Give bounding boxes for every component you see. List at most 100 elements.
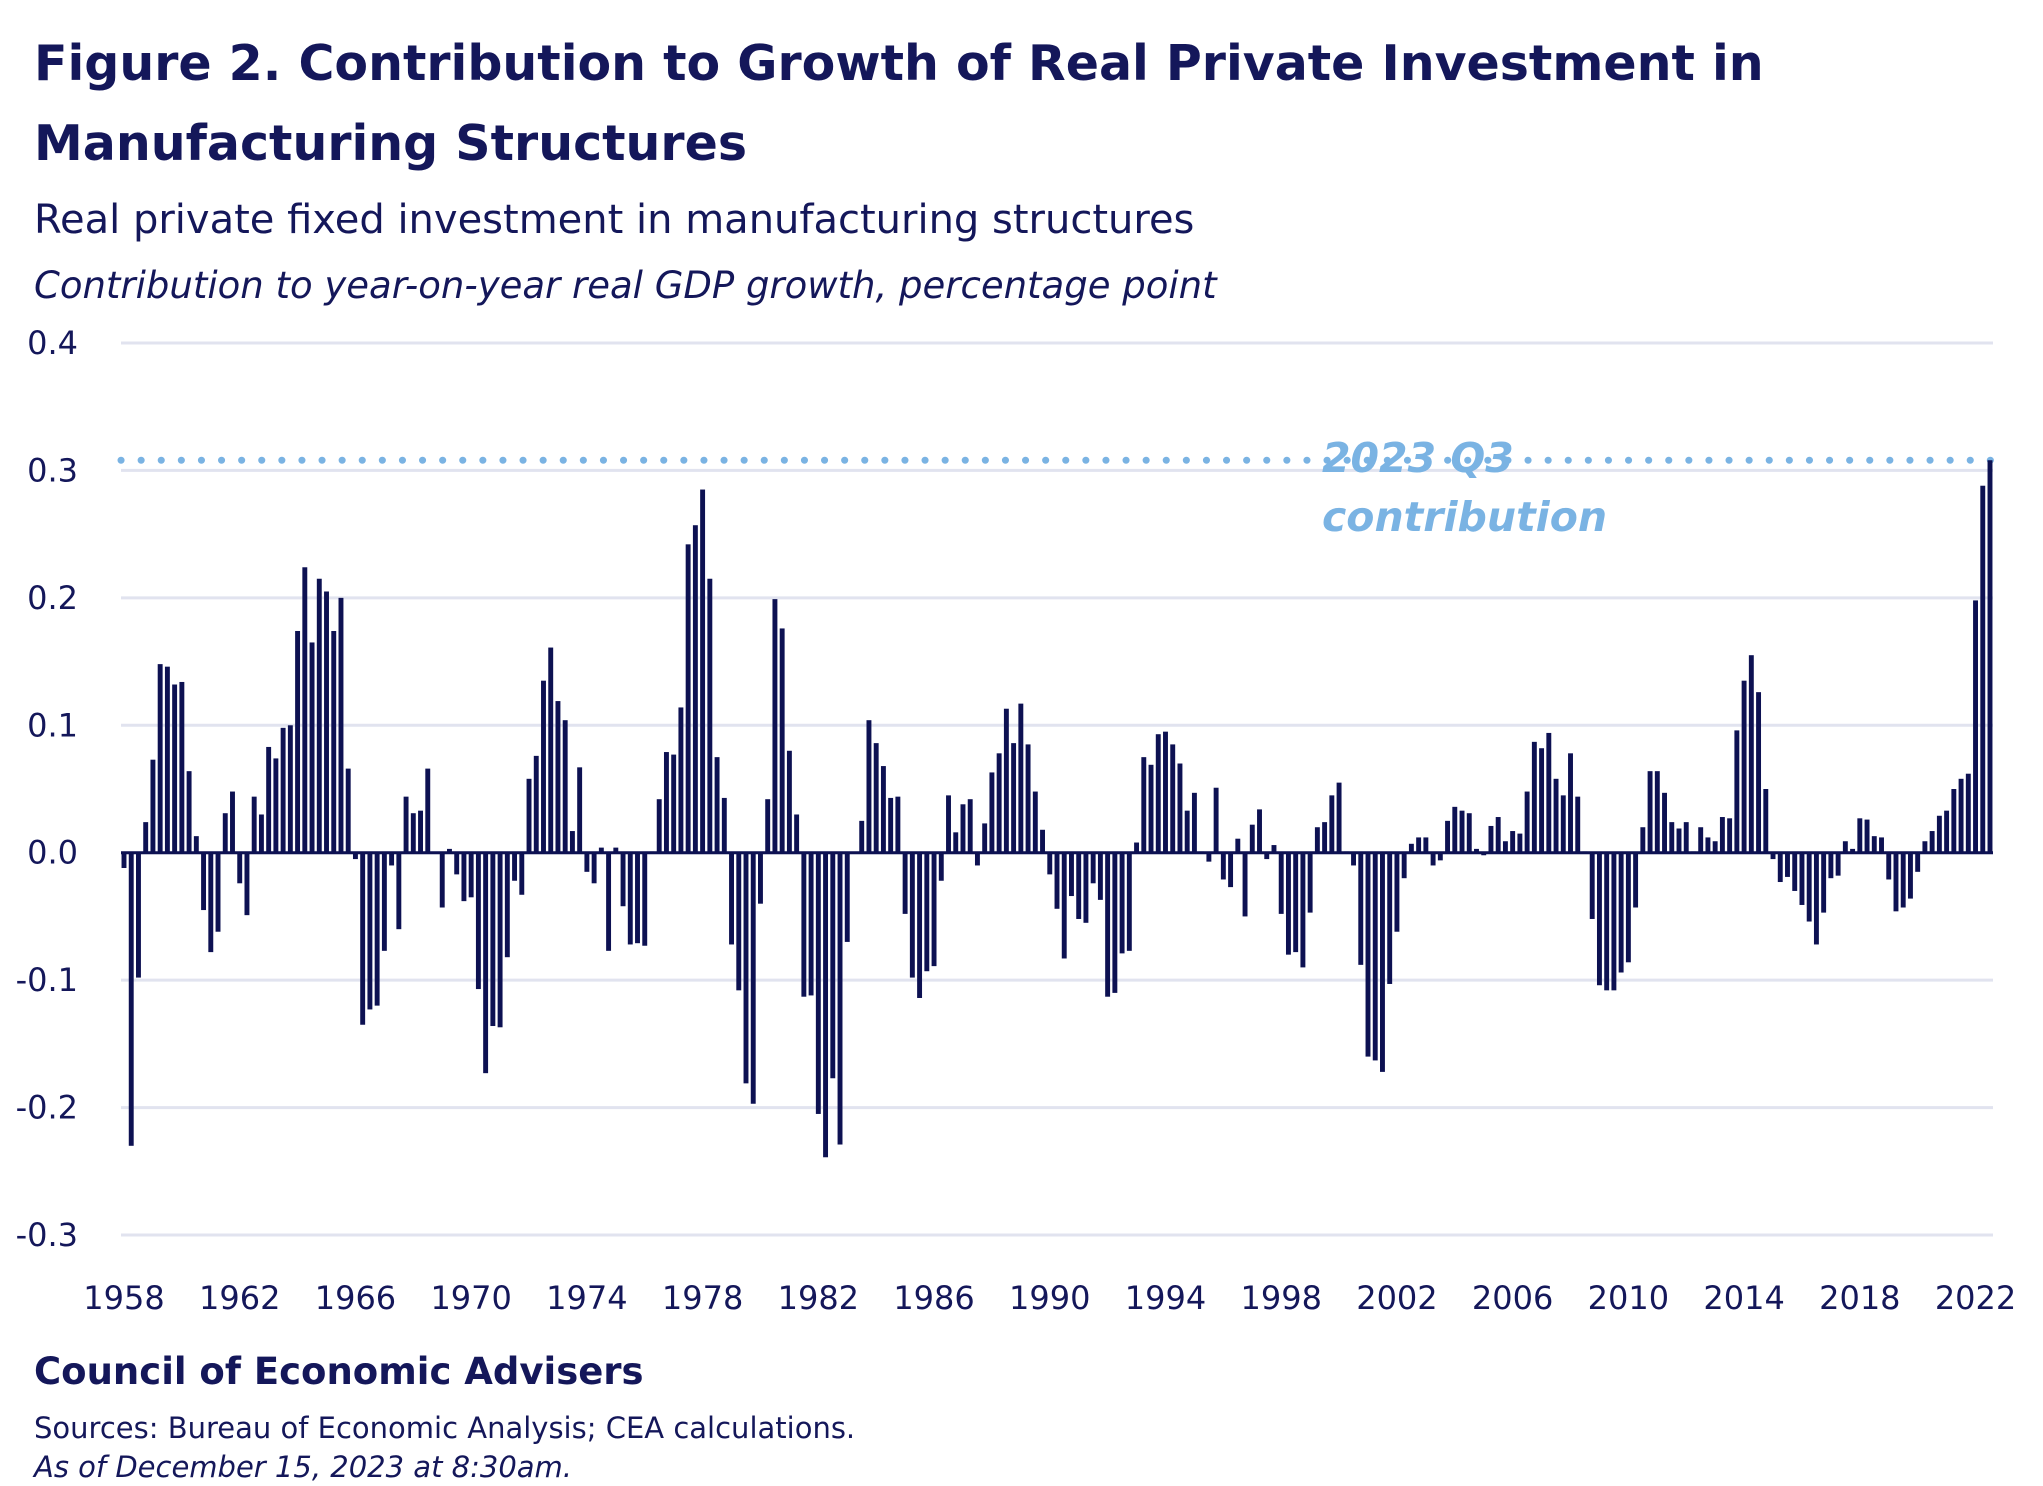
y-tick-label: 0.3 [27,451,78,489]
bar [1893,852,1899,912]
bar [895,796,901,853]
bar [779,628,785,853]
bar [454,852,460,875]
bar [642,852,648,946]
bar [1213,787,1219,853]
bar [316,578,322,853]
bar [1886,852,1892,880]
bar [352,852,358,860]
y-tick-label: 0.4 [27,324,78,362]
bar [280,727,286,853]
bar [1069,852,1074,897]
bar [1141,757,1147,853]
bar [1300,852,1306,968]
bar [794,814,800,853]
bar [1466,813,1472,853]
bar [1821,852,1827,913]
x-tick-label: 2002 [1356,1279,1437,1317]
bar [1589,852,1595,919]
bar [1813,852,1819,945]
bar [237,852,243,884]
bar [295,630,301,853]
bar [815,852,821,1114]
bar [989,772,995,853]
bar [859,820,865,853]
bar [1546,732,1552,853]
bar [931,852,937,967]
bar [960,804,966,853]
bar [598,847,604,853]
bar [678,707,684,853]
bar [324,591,329,853]
bar [1134,842,1140,853]
bar [663,752,669,853]
bar [1640,827,1646,853]
bar [1155,734,1161,853]
bar [1965,773,1971,853]
bar [1741,680,1747,853]
bar [1734,730,1740,853]
bar [1228,852,1234,888]
x-tick-label: 1958 [83,1279,164,1317]
bar [251,796,257,853]
bar [1394,852,1400,932]
bar [1184,810,1190,853]
bar [338,597,344,853]
annotation-line2: contribution [1322,493,1607,541]
bar [1799,852,1805,905]
footer-organization: Council of Economic Advisers [34,1350,644,1393]
bar [700,489,706,853]
y-axis-label: Contribution to year-on-year real GDP gr… [34,264,1218,307]
bar [808,852,814,996]
x-tick-label: 1982 [778,1279,859,1317]
x-tick-label: 1962 [199,1279,280,1317]
bar [143,822,149,853]
bar [1524,791,1530,853]
bar [1372,852,1378,1061]
bar [772,599,778,853]
x-tick-label: 1998 [1240,1279,1321,1317]
bar [389,852,395,866]
bar [418,810,423,853]
bar [1560,795,1566,853]
bar [1285,852,1291,955]
bar [1987,460,1993,853]
bar [1416,837,1422,853]
bar [230,791,235,853]
bar [512,852,518,881]
bar [1857,818,1863,853]
bar [1220,852,1226,880]
bar [331,630,337,853]
bar [1495,817,1501,853]
bar [490,852,496,1027]
bar [1278,852,1284,914]
bar [128,852,134,1146]
bar [1951,789,1957,853]
bar [685,544,691,853]
x-tick-label: 2010 [1588,1279,1669,1317]
bar [497,852,503,1028]
bar [1915,852,1921,872]
bar [844,852,850,942]
bar [1719,817,1725,853]
bar [1596,852,1602,986]
bar [1669,822,1675,853]
bar [606,852,612,951]
bar [902,852,908,914]
bar [880,766,886,853]
bar [150,759,156,853]
bar [946,795,951,853]
bar [1763,789,1769,853]
bar [1365,852,1371,1057]
bar [1785,852,1790,877]
bar [1040,829,1045,853]
bar [1929,831,1935,853]
bar [1850,848,1856,853]
bar [302,567,308,853]
bar [729,852,734,945]
footer-sources: Sources: Bureau of Economic Analysis; CE… [34,1411,855,1445]
bar [1625,852,1631,963]
bar [273,758,279,853]
bar [1864,819,1870,853]
